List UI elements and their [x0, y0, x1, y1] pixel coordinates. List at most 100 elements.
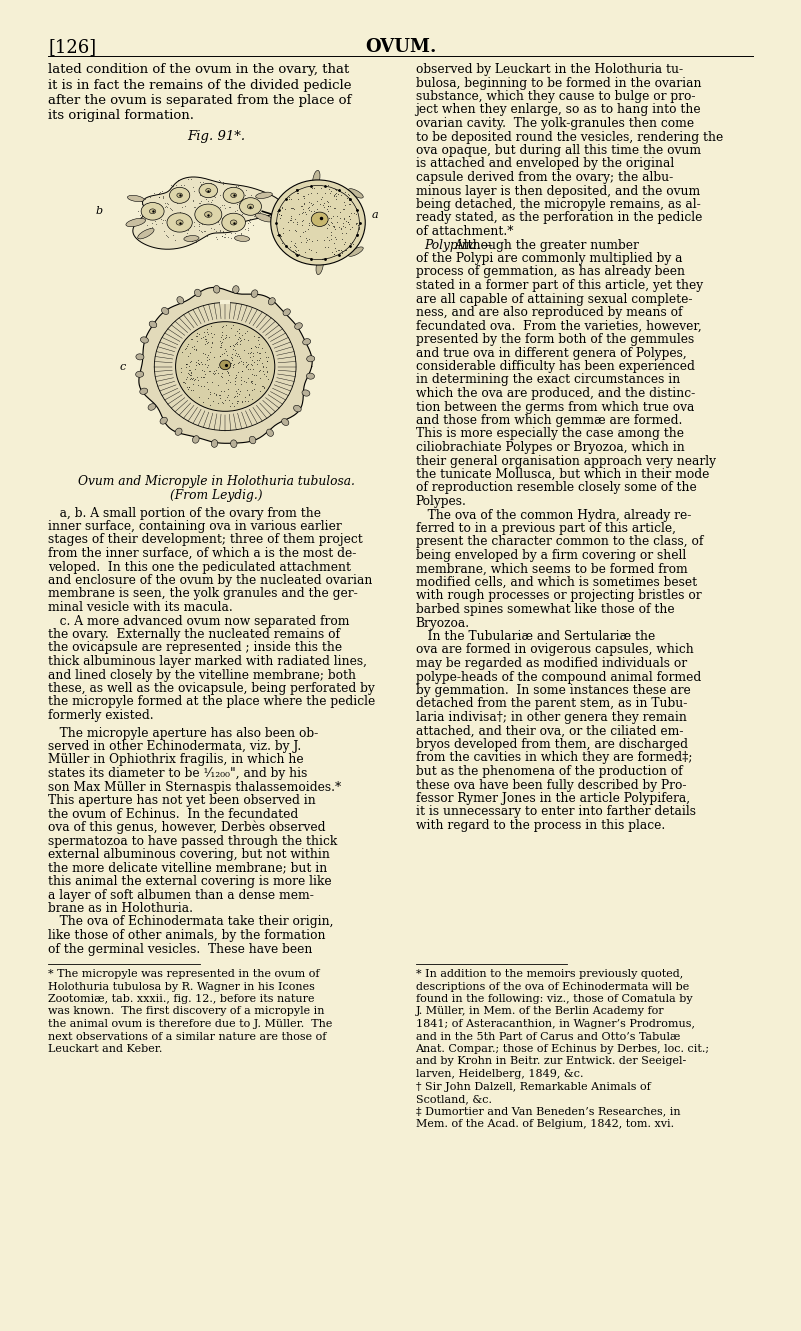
Ellipse shape — [141, 202, 164, 220]
Text: the animal ovum is therefore due to J. Müller.  The: the animal ovum is therefore due to J. M… — [48, 1020, 332, 1029]
Text: this animal the external covering is more like: this animal the external covering is mor… — [48, 874, 332, 888]
Text: a: a — [372, 209, 379, 220]
Text: ova are formed in ovigerous capsules, which: ova are formed in ovigerous capsules, wh… — [416, 643, 693, 656]
Text: inner surface, containing ova in various earlier: inner surface, containing ova in various… — [48, 520, 342, 532]
Text: observed by Leuckart in the Holothuria tu-: observed by Leuckart in the Holothuria t… — [416, 63, 682, 76]
Text: the ovicapsule are represented ; inside this the: the ovicapsule are represented ; inside … — [48, 642, 342, 655]
Ellipse shape — [150, 209, 155, 214]
Text: the micropyle formed at the place where the pedicle: the micropyle formed at the place where … — [48, 696, 375, 708]
Text: In the Tubulariæ and Sertulariæ the: In the Tubulariæ and Sertulariæ the — [416, 630, 654, 643]
Text: Leuckart and Keber.: Leuckart and Keber. — [48, 1044, 163, 1054]
Ellipse shape — [176, 220, 183, 225]
Text: ferred to in a previous part of this article,: ferred to in a previous part of this art… — [416, 522, 675, 535]
Text: it is in fact the remains of the divided pedicle: it is in fact the remains of the divided… — [48, 79, 352, 92]
Ellipse shape — [302, 390, 310, 397]
Text: laria indivisa†; in other genera they remain: laria indivisa†; in other genera they re… — [416, 711, 686, 724]
Text: * In addition to the memoirs previously quoted,: * In addition to the memoirs previously … — [416, 969, 682, 980]
Text: states its diameter to be ¹⁄₁₂₀₀", and by his: states its diameter to be ¹⁄₁₂₀₀", and b… — [48, 767, 308, 780]
Text: their general organisation approach very nearly: their general organisation approach very… — [416, 454, 715, 467]
Text: which the ova are produced, and the distinc-: which the ova are produced, and the dist… — [416, 387, 694, 401]
Text: membrane is seen, the yolk granules and the ger-: membrane is seen, the yolk granules and … — [48, 587, 358, 600]
Text: considerable difficulty has been experienced: considerable difficulty has been experie… — [416, 359, 694, 373]
Ellipse shape — [303, 338, 311, 345]
Ellipse shape — [235, 236, 250, 241]
Text: (From Leydig.): (From Leydig.) — [171, 488, 263, 502]
Ellipse shape — [160, 417, 167, 425]
Text: Anat. Compar.; those of Echinus by Derbes, loc. cit.;: Anat. Compar.; those of Echinus by Derbe… — [416, 1044, 710, 1054]
Ellipse shape — [307, 355, 315, 362]
Ellipse shape — [126, 218, 146, 226]
Text: polype-heads of the compound animal formed: polype-heads of the compound animal form… — [416, 671, 701, 684]
Text: and those from which gemmæ are formed.: and those from which gemmæ are formed. — [416, 414, 682, 427]
Text: external albuminous covering, but not within: external albuminous covering, but not wi… — [48, 848, 330, 861]
Ellipse shape — [252, 290, 258, 297]
Text: with rough processes or projecting bristles or: with rough processes or projecting brist… — [416, 590, 701, 603]
Ellipse shape — [175, 322, 275, 411]
Text: are all capable of attaining sexual complete-: are all capable of attaining sexual comp… — [416, 293, 692, 306]
Text: minal vesicle with its macula.: minal vesicle with its macula. — [48, 602, 233, 614]
Text: process of gemmation, as has already been: process of gemmation, as has already bee… — [416, 265, 685, 278]
Text: ready stated, as the perforation in the pedicle: ready stated, as the perforation in the … — [416, 212, 702, 225]
Ellipse shape — [248, 204, 253, 209]
Text: a, b. A small portion of the ovary from the: a, b. A small portion of the ovary from … — [48, 507, 321, 519]
Polygon shape — [139, 287, 312, 443]
Ellipse shape — [162, 307, 169, 314]
Ellipse shape — [271, 180, 365, 265]
Text: stages of their development; three of them project: stages of their development; three of th… — [48, 534, 363, 547]
Text: the ovum of Echinus.  In the fecundated: the ovum of Echinus. In the fecundated — [48, 808, 298, 820]
Text: Scotland, &c.: Scotland, &c. — [416, 1094, 492, 1103]
Ellipse shape — [316, 257, 324, 274]
Text: the more delicate vitelline membrane; but in: the more delicate vitelline membrane; bu… — [48, 861, 328, 874]
Text: The micropyle aperture has also been ob-: The micropyle aperture has also been ob- — [48, 727, 318, 740]
Text: ova of this genus, however, Derbès observed: ova of this genus, however, Derbès obser… — [48, 821, 325, 835]
Text: larven, Heidelberg, 1849, &c.: larven, Heidelberg, 1849, &c. — [416, 1069, 583, 1079]
Text: and in the 5th Part of Carus and Otto’s Tabulæ: and in the 5th Part of Carus and Otto’s … — [416, 1032, 680, 1041]
Text: found in the following: viz., those of Comatula by: found in the following: viz., those of C… — [416, 994, 692, 1004]
Ellipse shape — [294, 405, 301, 411]
Text: 1841; of Asteracanthion, in Wagner’s Prodromus,: 1841; of Asteracanthion, in Wagner’s Pro… — [416, 1020, 694, 1029]
Text: is attached and enveloped by the original: is attached and enveloped by the origina… — [416, 157, 674, 170]
Ellipse shape — [195, 204, 222, 225]
Text: b: b — [95, 206, 103, 217]
Text: these, as well as the ovicapsule, being perforated by: these, as well as the ovicapsule, being … — [48, 681, 375, 695]
Text: of reproduction resemble closely some of the: of reproduction resemble closely some of… — [416, 482, 696, 495]
Ellipse shape — [231, 220, 237, 225]
Ellipse shape — [148, 403, 155, 410]
Ellipse shape — [140, 337, 148, 343]
Text: these ova have been fully described by Pro-: these ova have been fully described by P… — [416, 779, 686, 792]
Text: * The micropyle was represented in the ovum of: * The micropyle was represented in the o… — [48, 969, 320, 980]
Text: of the germinal vesicles.  These have been: of the germinal vesicles. These have bee… — [48, 942, 312, 956]
Text: bulosa, beginning to be formed in the ovarian: bulosa, beginning to be formed in the ov… — [416, 76, 701, 89]
Text: from the inner surface, of which a is the most de-: from the inner surface, of which a is th… — [48, 547, 356, 560]
Text: ovarian cavity.  The yolk-granules then come: ovarian cavity. The yolk-granules then c… — [416, 117, 694, 130]
Text: barbed spines somewhat like those of the: barbed spines somewhat like those of the — [416, 603, 674, 616]
Text: presented by the form both of the gemmules: presented by the form both of the gemmul… — [416, 333, 694, 346]
Ellipse shape — [195, 289, 201, 297]
Ellipse shape — [135, 371, 143, 377]
Text: and by Krohn in Beitr. zur Entwick. der Seeigel-: and by Krohn in Beitr. zur Entwick. der … — [416, 1057, 686, 1066]
Ellipse shape — [184, 236, 199, 241]
Text: OVUM.: OVUM. — [364, 39, 437, 56]
Text: The ova of the common Hydra, already re-: The ova of the common Hydra, already re- — [416, 508, 691, 522]
Ellipse shape — [219, 361, 231, 370]
Text: fecundated ova.  From the varieties, however,: fecundated ova. From the varieties, howe… — [416, 319, 701, 333]
Text: spermatozoa to have passed through the thick: spermatozoa to have passed through the t… — [48, 835, 337, 848]
Text: † Sir John Dalzell, Remarkable Animals of: † Sir John Dalzell, Remarkable Animals o… — [416, 1082, 650, 1091]
Text: next observations of a similar nature are those of: next observations of a similar nature ar… — [48, 1032, 326, 1041]
Text: Polypina.—: Polypina.— — [424, 238, 493, 252]
Text: of attachment.*: of attachment.* — [416, 225, 513, 238]
Ellipse shape — [211, 439, 218, 447]
Ellipse shape — [307, 373, 315, 379]
Text: from the cavities in which they are formed‡;: from the cavities in which they are form… — [416, 752, 692, 764]
Ellipse shape — [127, 196, 144, 202]
Text: and enclosure of the ovum by the nucleated ovarian: and enclosure of the ovum by the nucleat… — [48, 574, 372, 587]
Ellipse shape — [348, 189, 364, 198]
Text: the ovary.  Externally the nucleated remains of: the ovary. Externally the nucleated rema… — [48, 628, 340, 642]
Text: a layer of soft albumen than a dense mem-: a layer of soft albumen than a dense mem… — [48, 889, 314, 901]
Text: Zootomiæ, tab. xxxii., fig. 12., before its nature: Zootomiæ, tab. xxxii., fig. 12., before … — [48, 994, 315, 1004]
Text: Polypes.: Polypes. — [416, 495, 466, 508]
Text: modified cells, and which is sometimes beset: modified cells, and which is sometimes b… — [416, 576, 697, 590]
Text: Although the greater number: Although the greater number — [451, 238, 639, 252]
Text: present the character common to the class, of: present the character common to the clas… — [416, 535, 702, 548]
Text: detached from the parent stem, as in Tubu-: detached from the parent stem, as in Tub… — [416, 697, 687, 711]
